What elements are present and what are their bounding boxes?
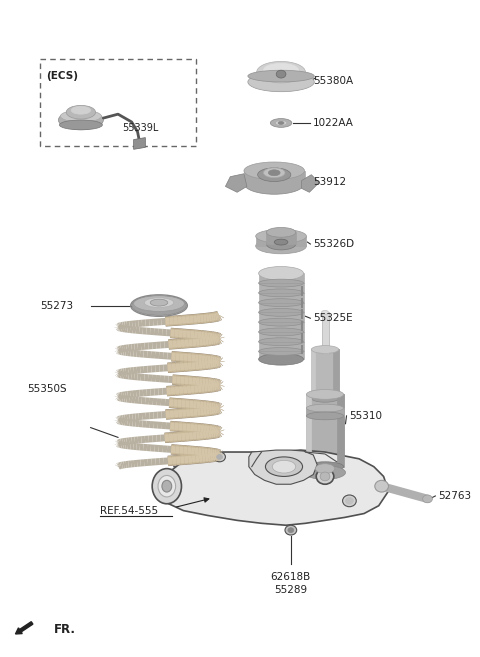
Bar [337, 394, 344, 466]
Text: 55350S: 55350S [27, 384, 67, 394]
Ellipse shape [316, 468, 334, 484]
Ellipse shape [259, 328, 303, 336]
Ellipse shape [244, 162, 304, 179]
Ellipse shape [214, 452, 226, 462]
Text: 53912: 53912 [313, 177, 347, 187]
Ellipse shape [312, 394, 339, 402]
Ellipse shape [306, 462, 344, 472]
Bar [256, 237, 306, 246]
Bar [259, 273, 303, 359]
Ellipse shape [285, 525, 297, 535]
Ellipse shape [288, 528, 294, 533]
Ellipse shape [259, 279, 303, 287]
Ellipse shape [244, 173, 304, 194]
Ellipse shape [144, 298, 174, 307]
Ellipse shape [343, 495, 356, 507]
Text: FR.: FR. [54, 623, 75, 636]
Ellipse shape [66, 105, 96, 119]
Text: 55273: 55273 [40, 300, 73, 311]
Ellipse shape [256, 238, 306, 254]
Ellipse shape [306, 390, 344, 399]
Ellipse shape [248, 70, 314, 82]
Ellipse shape [248, 72, 314, 92]
Ellipse shape [259, 338, 303, 346]
Ellipse shape [256, 229, 306, 243]
Polygon shape [133, 137, 145, 149]
Ellipse shape [266, 227, 296, 237]
Ellipse shape [133, 296, 184, 311]
Ellipse shape [306, 412, 344, 420]
Ellipse shape [60, 120, 102, 130]
Ellipse shape [216, 455, 223, 459]
Text: 55326D: 55326D [313, 239, 354, 249]
Ellipse shape [322, 311, 328, 314]
Ellipse shape [320, 472, 330, 481]
Ellipse shape [259, 299, 303, 307]
Ellipse shape [71, 106, 91, 114]
Polygon shape [226, 173, 247, 193]
Text: (ECS): (ECS) [46, 71, 78, 81]
Polygon shape [154, 450, 388, 525]
Ellipse shape [264, 168, 285, 177]
Text: REF.54-555: REF.54-555 [100, 506, 158, 516]
Text: 55380A: 55380A [313, 76, 353, 86]
Bar [312, 350, 315, 398]
Bar [306, 408, 344, 416]
Ellipse shape [264, 63, 299, 77]
Ellipse shape [259, 318, 303, 326]
Text: 55310: 55310 [349, 411, 383, 421]
Ellipse shape [315, 464, 335, 474]
Ellipse shape [150, 299, 168, 306]
Ellipse shape [375, 480, 388, 492]
Ellipse shape [278, 122, 284, 124]
Ellipse shape [152, 468, 181, 504]
Bar [333, 350, 339, 398]
FancyArrow shape [15, 622, 33, 634]
Ellipse shape [306, 404, 344, 412]
Bar [306, 394, 312, 466]
Text: 55325E: 55325E [313, 313, 353, 323]
Bar [306, 394, 344, 466]
Ellipse shape [346, 497, 353, 505]
Text: 55289: 55289 [274, 585, 307, 595]
Bar [244, 171, 304, 183]
Ellipse shape [60, 110, 101, 122]
Ellipse shape [259, 289, 303, 297]
Ellipse shape [59, 110, 103, 130]
Ellipse shape [259, 309, 303, 316]
Text: 55339L: 55339L [122, 123, 158, 133]
Ellipse shape [259, 267, 303, 280]
Ellipse shape [268, 170, 280, 175]
Polygon shape [249, 450, 317, 484]
Ellipse shape [158, 476, 176, 497]
Bar [266, 233, 296, 244]
Ellipse shape [265, 457, 302, 476]
Ellipse shape [258, 168, 291, 181]
Ellipse shape [162, 480, 172, 492]
Ellipse shape [423, 495, 432, 503]
Ellipse shape [312, 346, 339, 353]
Polygon shape [301, 175, 319, 193]
Ellipse shape [259, 353, 303, 365]
Ellipse shape [249, 73, 313, 91]
Text: 62618B: 62618B [271, 572, 311, 582]
Ellipse shape [275, 120, 287, 125]
Ellipse shape [304, 466, 346, 480]
Bar [312, 350, 339, 398]
Ellipse shape [276, 70, 286, 78]
Ellipse shape [270, 118, 292, 127]
Ellipse shape [274, 239, 288, 245]
Ellipse shape [272, 461, 296, 473]
Ellipse shape [266, 238, 296, 250]
Bar [322, 312, 329, 354]
Ellipse shape [259, 348, 303, 355]
Ellipse shape [132, 296, 186, 315]
Ellipse shape [257, 62, 305, 83]
Text: 1022AA: 1022AA [313, 118, 354, 128]
Text: 52763: 52763 [438, 491, 471, 501]
